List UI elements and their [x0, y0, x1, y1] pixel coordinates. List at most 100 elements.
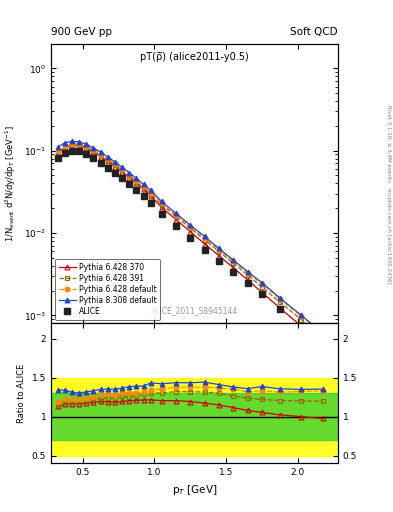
Pythia 6.428 default — [62, 143, 67, 149]
Pythia 6.428 default — [134, 178, 139, 184]
Pythia 8.308 default — [149, 187, 153, 194]
ALICE — [112, 169, 117, 176]
Pythia 6.428 391 — [91, 148, 96, 154]
Line: Pythia 6.428 391: Pythia 6.428 391 — [55, 142, 325, 340]
Pythia 6.428 default — [188, 223, 193, 229]
Pythia 8.308 default — [174, 210, 178, 216]
Pythia 6.428 391 — [202, 237, 207, 243]
Pythia 8.308 default — [299, 312, 304, 318]
Pythia 6.428 370 — [91, 149, 96, 155]
Pythia 6.428 391 — [217, 248, 221, 254]
Pythia 6.428 391 — [62, 144, 67, 150]
Pythia 6.428 370 — [231, 265, 236, 271]
Pythia 6.428 391 — [77, 142, 81, 148]
Pythia 6.428 default — [231, 258, 236, 264]
Pythia 8.308 default — [321, 330, 325, 336]
Pythia 6.428 default — [245, 270, 250, 276]
Pythia 6.428 default — [112, 161, 117, 167]
ALICE — [62, 150, 67, 156]
Text: pT(ρ̅) (alice2011-y0.5): pT(ρ̅) (alice2011-y0.5) — [140, 52, 249, 62]
Pythia 6.428 370 — [188, 228, 193, 234]
Pythia 6.428 370 — [277, 305, 282, 311]
Line: ALICE: ALICE — [54, 148, 326, 347]
Pythia 6.428 default — [70, 141, 74, 147]
Pythia 6.428 default — [149, 189, 153, 196]
Pythia 8.308 default — [70, 138, 74, 144]
Pythia 6.428 370 — [245, 277, 250, 283]
Pythia 6.428 370 — [55, 150, 60, 156]
ALICE — [277, 306, 282, 312]
ALICE — [149, 200, 153, 206]
Y-axis label: Ratio to ALICE: Ratio to ALICE — [17, 364, 26, 423]
ALICE — [174, 223, 178, 229]
Pythia 6.428 370 — [77, 143, 81, 149]
ALICE — [217, 258, 221, 264]
ALICE — [202, 246, 207, 252]
ALICE — [84, 151, 88, 157]
Pythia 8.308 default — [127, 169, 132, 176]
Pythia 6.428 370 — [134, 180, 139, 186]
Pythia 8.308 default — [159, 198, 164, 204]
Pythia 8.308 default — [112, 159, 117, 165]
ALICE — [127, 181, 132, 187]
Pythia 6.428 370 — [84, 145, 88, 152]
Pythia 6.428 default — [159, 200, 164, 206]
Pythia 6.428 default — [77, 141, 81, 147]
Pythia 6.428 370 — [159, 204, 164, 210]
Pythia 6.428 default — [98, 151, 103, 157]
Text: ALICE_2011_S8945144: ALICE_2011_S8945144 — [151, 306, 238, 315]
Pythia 8.308 default — [260, 280, 264, 286]
ALICE — [260, 291, 264, 297]
Pythia 6.428 default — [299, 313, 304, 319]
Pythia 8.308 default — [245, 269, 250, 275]
Pythia 6.428 default — [202, 235, 207, 241]
Pythia 6.428 391 — [98, 152, 103, 158]
Pythia 6.428 370 — [98, 154, 103, 160]
Pythia 6.428 370 — [217, 253, 221, 259]
Pythia 6.428 default — [127, 172, 132, 178]
Text: Soft QCD: Soft QCD — [290, 27, 338, 36]
Pythia 6.428 default — [55, 148, 60, 155]
Pythia 6.428 default — [84, 143, 88, 150]
Pythia 6.428 391 — [149, 190, 153, 197]
Pythia 8.308 default — [188, 222, 193, 228]
Pythia 8.308 default — [120, 164, 125, 170]
ALICE — [188, 235, 193, 241]
Pythia 8.308 default — [62, 140, 67, 146]
Text: Rivet 3.1.10; ≥ 3.4M events: Rivet 3.1.10; ≥ 3.4M events — [386, 105, 391, 182]
ALICE — [141, 193, 146, 199]
ALICE — [77, 148, 81, 155]
Pythia 6.428 391 — [84, 144, 88, 151]
ALICE — [321, 341, 325, 347]
ALICE — [105, 165, 110, 171]
Pythia 6.428 370 — [105, 158, 110, 164]
ALICE — [98, 160, 103, 166]
Pythia 6.428 370 — [299, 323, 304, 329]
ALICE — [91, 155, 96, 161]
Pythia 6.428 391 — [70, 142, 74, 148]
Pythia 6.428 default — [91, 147, 96, 153]
Pythia 6.428 391 — [174, 213, 178, 219]
Pythia 6.428 370 — [70, 143, 74, 149]
ALICE — [245, 280, 250, 286]
Pythia 8.308 default — [202, 233, 207, 240]
Pythia 6.428 391 — [127, 173, 132, 179]
Pythia 8.308 default — [217, 245, 221, 251]
Pythia 6.428 391 — [277, 299, 282, 305]
Pythia 6.428 370 — [141, 186, 146, 193]
Pythia 6.428 391 — [105, 157, 110, 163]
Pythia 6.428 391 — [299, 316, 304, 323]
Pythia 6.428 370 — [62, 145, 67, 151]
Pythia 6.428 391 — [55, 149, 60, 155]
Y-axis label: 1/N$_{\mathsf{event}}$ d$^2$N/dy/dp$_T$ [GeV$^{-1}$]: 1/N$_{\mathsf{event}}$ d$^2$N/dy/dp$_T$ … — [4, 125, 18, 242]
Pythia 6.428 370 — [321, 342, 325, 348]
Line: Pythia 8.308 default: Pythia 8.308 default — [55, 139, 325, 335]
Line: Pythia 6.428 default: Pythia 6.428 default — [55, 141, 325, 336]
Line: Pythia 6.428 370: Pythia 6.428 370 — [55, 143, 325, 347]
Pythia 6.428 391 — [231, 260, 236, 266]
Pythia 6.428 370 — [127, 175, 132, 181]
Pythia 6.428 default — [141, 183, 146, 189]
Pythia 6.428 391 — [188, 225, 193, 231]
Pythia 6.428 391 — [321, 334, 325, 340]
Pythia 8.308 default — [105, 154, 110, 160]
